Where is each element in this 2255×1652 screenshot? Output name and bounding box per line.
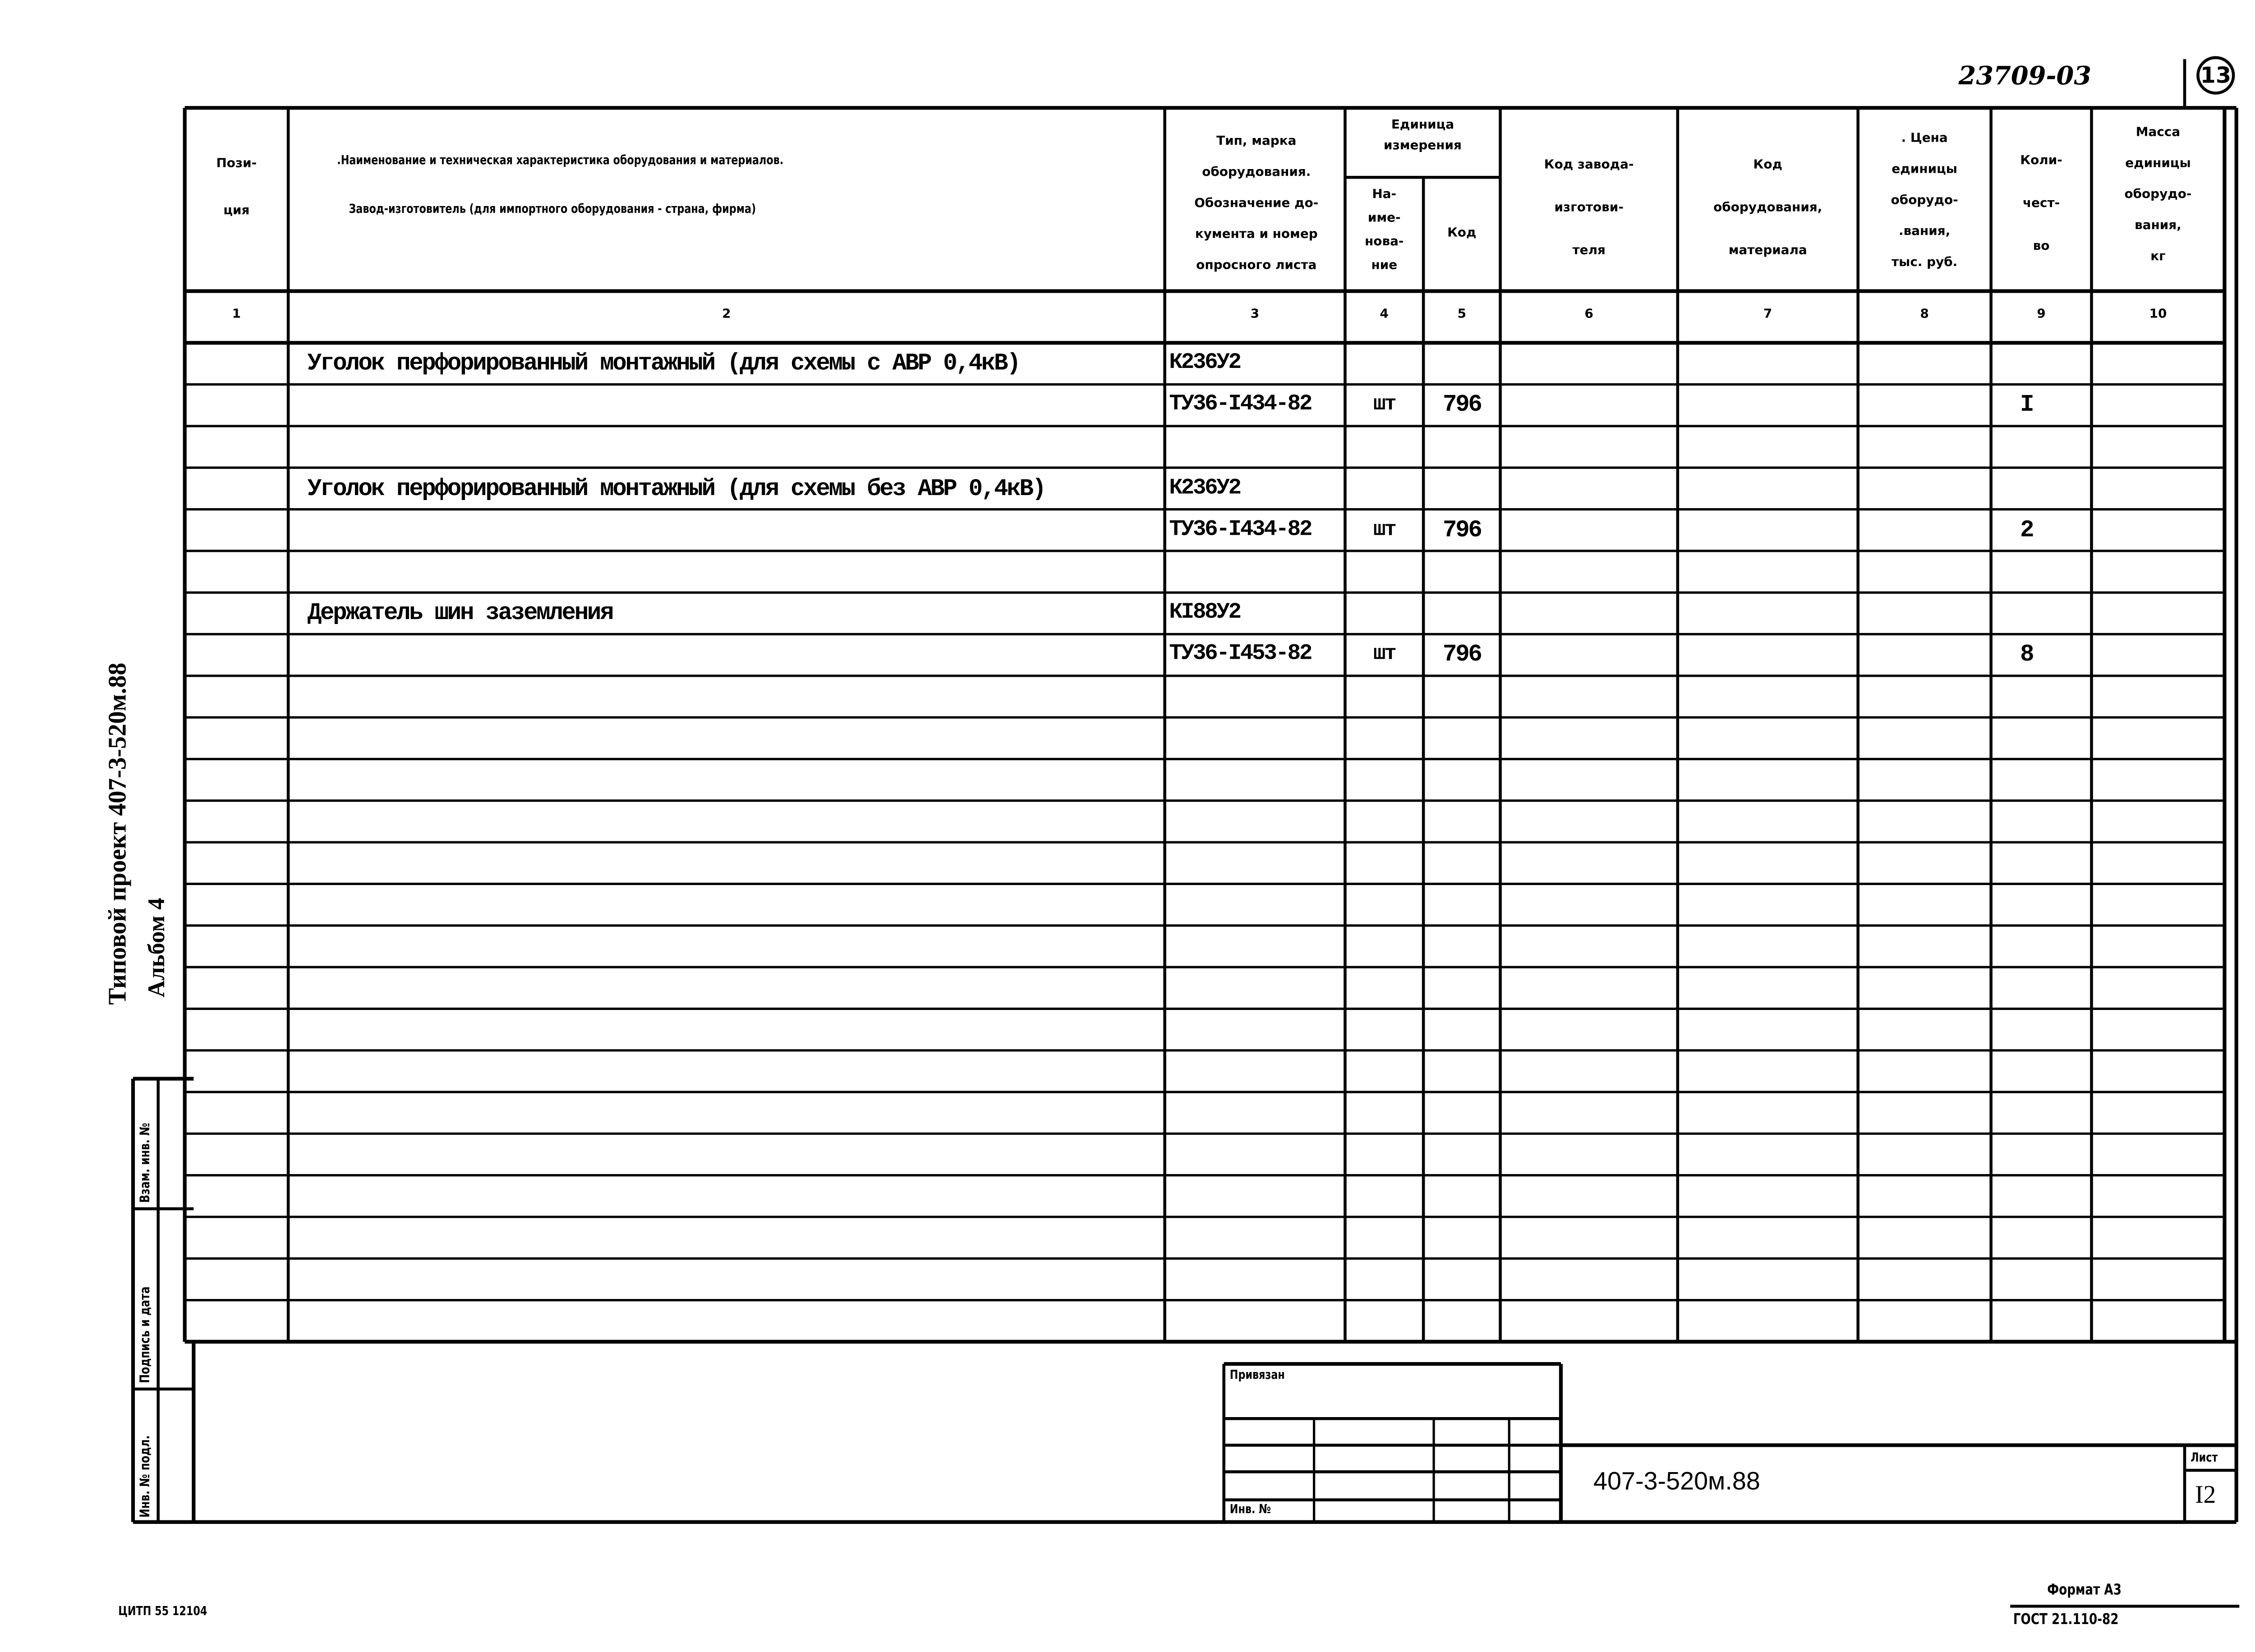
item-type-mark: К236У2 bbox=[1169, 350, 1242, 376]
stamp-label-signature-date: Подпись и дата bbox=[139, 1286, 154, 1383]
header-unit-mass: Масса единицы оборудо- вания, кг bbox=[2124, 125, 2192, 265]
page-circle-number: 13 bbox=[2196, 56, 2235, 95]
item-quantity: 2 bbox=[2020, 516, 2034, 543]
sheet-label: Лист bbox=[2191, 1451, 2218, 1466]
item-type-mark: КI88У2 bbox=[1169, 600, 1242, 625]
item-name: Уголок перфорированный монтажный (для сх… bbox=[307, 475, 1046, 502]
attached-label: Привязан bbox=[1229, 1368, 1285, 1383]
header-equipment-code: Код оборудования, материала bbox=[1713, 158, 1822, 259]
header-manufacturer-code: Код завода- изготови- теля bbox=[1544, 158, 1634, 259]
sheet-number: I2 bbox=[2195, 1480, 2216, 1509]
side-album: Альбом 4 bbox=[145, 898, 170, 998]
header-position: Пози- ция bbox=[216, 156, 257, 219]
column-number: 4 bbox=[1380, 307, 1389, 322]
header-unit-price: . Цена единицы оборудо- .вания, тыс. руб… bbox=[1891, 131, 1958, 271]
item-type-mark: К236У2 bbox=[1169, 475, 1242, 500]
item-quantity: I bbox=[2020, 392, 2034, 419]
item-unit-code: 796 bbox=[1443, 516, 1482, 543]
item-type-mark: ТУ36-I434-82 bbox=[1169, 516, 1312, 542]
column-number: 2 bbox=[722, 307, 731, 322]
item-unit-code: 796 bbox=[1443, 641, 1482, 668]
column-number: 10 bbox=[2149, 307, 2167, 322]
header-unit-name: На- име- нова- ние bbox=[1365, 188, 1404, 274]
stamp-label-replacement-inv: Взам. инв. № bbox=[139, 1123, 154, 1203]
header-unit-code: Код bbox=[1447, 226, 1477, 241]
header-quantity: Коли- чест- во bbox=[2020, 153, 2062, 254]
column-number: 8 bbox=[1920, 307, 1929, 322]
header-unit-group: Единица измерения bbox=[1384, 118, 1462, 154]
item-name: Держатель шин заземления bbox=[307, 600, 614, 627]
stamp-label-original-inv: Инв. № подл. bbox=[139, 1435, 154, 1518]
item-type-mark: ТУ36-I453-82 bbox=[1169, 641, 1312, 667]
column-number: 1 bbox=[232, 307, 241, 322]
designation: 407-3-520м.88 bbox=[1593, 1467, 1760, 1496]
header-name-line1: .Наименование и техническая характеристи… bbox=[337, 153, 784, 169]
item-unit-code: 796 bbox=[1443, 392, 1482, 419]
column-number: 9 bbox=[2037, 307, 2046, 322]
inv-no-label: Инв. № bbox=[1229, 1503, 1271, 1518]
header-name-line2: Завод-изготовитель (для импортного обору… bbox=[349, 202, 756, 217]
footer-standard: ГОСТ 21.110-82 bbox=[2013, 1612, 2119, 1629]
doc-number-handwritten: 23709-03 bbox=[1958, 62, 2092, 92]
item-unit: шт bbox=[1373, 518, 1397, 542]
header-type-mark: Тип, марка оборудования. Обозначение до-… bbox=[1194, 134, 1319, 274]
column-number: 7 bbox=[1763, 307, 1772, 322]
side-project-title: Типовой проект 407-3-520м.88 bbox=[103, 662, 132, 1005]
item-unit: шт bbox=[1373, 393, 1397, 417]
item-type-mark: ТУ36-I434-82 bbox=[1169, 392, 1312, 417]
footer-format: Формат А3 bbox=[2047, 1583, 2122, 1599]
item-name: Уголок перфорированный монтажный (для сх… bbox=[307, 350, 1021, 377]
column-number: 5 bbox=[1457, 307, 1467, 322]
column-number: 3 bbox=[1250, 307, 1260, 322]
item-quantity: 8 bbox=[2020, 641, 2034, 668]
footer-code: ЦИТП 55 12104 bbox=[118, 1605, 207, 1620]
column-number: 6 bbox=[1584, 307, 1593, 322]
item-unit: шт bbox=[1373, 643, 1397, 667]
